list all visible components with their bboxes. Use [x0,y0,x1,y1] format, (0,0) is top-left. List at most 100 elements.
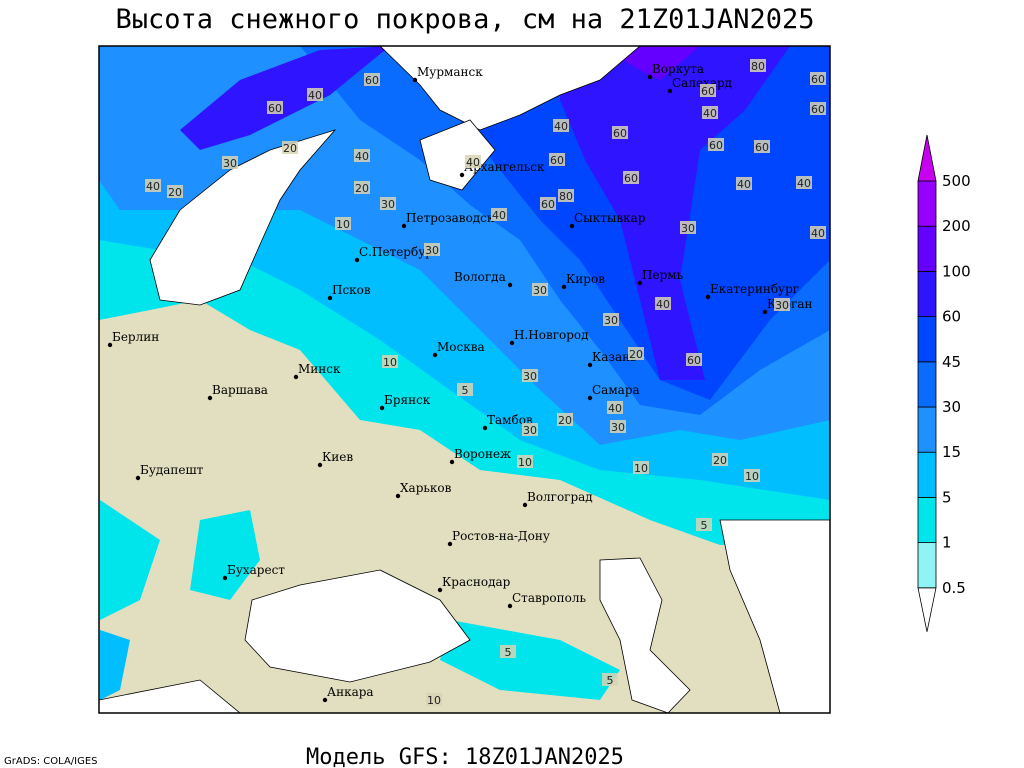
contour-label-box [549,153,565,166]
sea [149,129,337,306]
city-dot [135,475,141,481]
city-label: Брянск [384,393,431,407]
city-dot [507,603,513,609]
contour-label-box [633,461,649,474]
contour-label-box [522,423,538,436]
city-dot [507,282,513,288]
city-label: Псков [332,283,371,297]
contour-label-box [167,185,183,198]
contour-label: 30 [604,314,618,327]
colorbar-label: 45 [942,353,961,371]
contour-label-box [557,413,573,426]
city-label: Ставрополь [512,591,586,605]
contour-label-box [267,101,283,114]
colorbar-label: 60 [942,308,961,326]
city-dot [293,374,299,380]
city-label: Пермь [642,268,684,282]
city-dot [401,223,407,229]
contour-label-box [558,189,574,202]
contour-label: 40 [466,156,480,169]
city-label: Казань [592,350,637,364]
city-dot [327,295,333,301]
city-dot [354,257,360,263]
contour-label-box [553,119,569,132]
colorbar-label: 0.5 [942,579,966,597]
contour-label-box [517,455,533,468]
city-dot [207,395,213,401]
contour-label-box [145,179,161,192]
contour-label-box [602,673,618,686]
contour-label-box [465,155,481,168]
contour-label: 20 [283,142,297,155]
colorbar-box [917,270,937,317]
contour-label-box [610,420,626,433]
city-label: Краснодар [442,575,511,589]
contour-label: 60 [811,103,825,116]
contour-label: 60 [755,141,769,154]
city-dot [395,493,401,499]
city-label: Волгоград [527,490,593,504]
snow-field [190,510,260,600]
contour-label: 20 [355,182,369,195]
city-label: Ростов-на-Дону [452,529,550,543]
contour-label: 80 [751,60,765,73]
contour-label-box [335,217,351,230]
contour-label-box [603,313,619,326]
colorbar-label: 200 [942,217,971,235]
contour-label-box [364,73,380,86]
city-dot [667,88,673,94]
city-dot [482,425,488,431]
contour-label: 40 [554,120,568,133]
city-label: Тамбов [487,413,533,427]
sea [719,519,830,713]
city-label: Минск [298,362,341,376]
city-label: Вологда [454,270,506,284]
colorbar-label: 1 [942,534,952,552]
credit: GrADS: COLA/IGES [4,756,98,767]
city-dot [647,74,653,80]
city-label: Варшава [212,383,268,397]
contour-label-box [540,197,556,210]
colorbar-box [917,406,937,453]
contour-label-box [754,140,770,153]
city-label: Москва [437,340,485,354]
contour-label-box [712,453,728,466]
snow-field [100,500,160,620]
city-label: Петрозаводск [406,211,495,225]
contour-label-box [380,197,396,210]
contour-label-box [532,283,548,296]
sea [244,569,471,683]
contour-label: 10 [745,470,759,483]
city-dot [317,462,323,468]
contour-label-box [222,156,238,169]
colorbar-box [917,451,937,498]
city-label: Сыктывкар [574,211,646,225]
contour-label: 40 [656,298,670,311]
contour-label: 60 [624,172,638,185]
contour-label: 40 [811,227,825,240]
contour-label-box [744,469,760,482]
contour-label: 20 [713,454,727,467]
contour-label-box [696,518,712,531]
contour-label: 5 [607,674,614,687]
contour-label: 60 [701,85,715,98]
colorbar-label: 500 [942,172,971,190]
contour-label: 20 [168,186,182,199]
colorbar-high [917,134,937,182]
contour-label: 10 [634,462,648,475]
city-dot [449,459,455,465]
contour-label: 30 [611,421,625,434]
city-label: Берлин [112,330,159,344]
contour-label: 40 [737,178,751,191]
city-label: Н.Новгород [514,328,589,342]
contour-label-box [655,297,671,310]
city-label: Екатеринбург [710,282,799,296]
snow-field [180,46,390,150]
city-label: Воркута [652,62,704,76]
contour-label-box [796,176,812,189]
map-frame [98,45,831,714]
city-label: Бухарест [227,563,285,577]
contour-label-box [307,88,323,101]
